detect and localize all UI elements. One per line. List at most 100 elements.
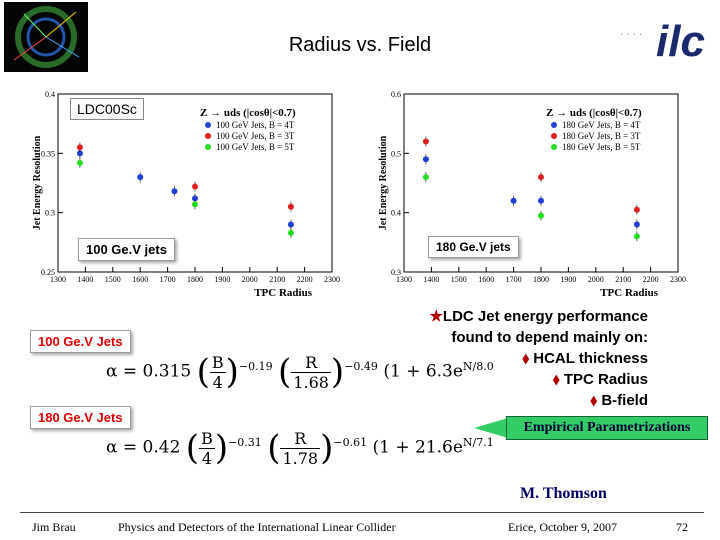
slide-title: Radius vs. Field bbox=[288, 34, 432, 56]
legend-marker bbox=[551, 122, 557, 128]
legend-marker bbox=[205, 133, 211, 139]
formula-100-r: R bbox=[291, 353, 331, 373]
formula-100-r-exp: −0.49 bbox=[344, 359, 378, 373]
data-point bbox=[633, 233, 640, 240]
jets-100-formula-label: 100 Ge.V Jets bbox=[30, 330, 131, 353]
formula-180-r-exp: −0.61 bbox=[333, 435, 368, 449]
x-tick-label: 1400 bbox=[77, 275, 93, 284]
x-tick-label: 2100 bbox=[615, 275, 631, 284]
legend-entry: 100 GeV Jets, B = 5T bbox=[216, 142, 295, 152]
bullet-item: ⬧ TPC Radius bbox=[552, 371, 648, 388]
data-point bbox=[510, 197, 517, 204]
formula-180-r-den: 1.78 bbox=[282, 448, 319, 468]
footer-date: Erice, October 9, 2007 bbox=[508, 520, 617, 534]
formula-100-b-den: 4 bbox=[212, 372, 223, 392]
formula-180gev: α = 0.42 (B 4)−0.31 (R 1.78)−0.61 (1 + 21.… bbox=[106, 428, 494, 468]
chart-180gev: 1300 1400 1500 1600 1700 1800 1900 2000 2100 2200… bbox=[378, 90, 686, 299]
x-axis-label: TPC Radius bbox=[254, 287, 312, 299]
data-point bbox=[538, 174, 544, 181]
y-tick-label: 0.4 bbox=[391, 209, 401, 218]
conclusion-bullets: ★LDC Jet energy performance found to dep… bbox=[429, 306, 648, 411]
formula-180-lhs: α = 0.42 bbox=[106, 437, 181, 458]
data-point bbox=[538, 197, 544, 204]
data-point bbox=[192, 195, 198, 202]
x-tick-label: 1900 bbox=[560, 275, 576, 284]
chart-100gev-panel: 1300 1400 1500 1600 1700 1800 1900 2000 2100 2200… bbox=[30, 88, 342, 302]
footer-left: Jim Brau bbox=[32, 520, 76, 534]
x-tick-label: 1600 bbox=[478, 275, 494, 284]
x-tick-label: 2300 bbox=[324, 275, 340, 284]
legend-entry: 180 GeV Jets, B = 5T bbox=[562, 142, 641, 152]
formula-100-tail: (1 + 6.3e bbox=[383, 361, 463, 382]
diamond-icon: ⬧ bbox=[522, 350, 534, 367]
y-tick-label: 0.35 bbox=[41, 149, 55, 158]
legend-marker bbox=[205, 144, 211, 150]
data-point bbox=[287, 229, 294, 236]
data-point bbox=[192, 183, 198, 190]
chart-title: Z → uds (|cosθ|<0.7) bbox=[200, 107, 296, 119]
page-number: 72 bbox=[676, 520, 688, 534]
legend-marker bbox=[551, 133, 557, 139]
y-tick-label: 0.3 bbox=[45, 209, 55, 218]
x-tick-label: 1300 bbox=[50, 275, 66, 284]
x-tick-label: 1500 bbox=[451, 275, 467, 284]
footer-center: Physics and Detectors of the Internation… bbox=[118, 520, 396, 534]
formula-180-tail-num: N bbox=[462, 435, 473, 449]
x-tick-label: 1300 bbox=[396, 275, 412, 284]
data-point bbox=[422, 156, 429, 163]
legend-entry: 100 GeV Jets, B = 3T bbox=[216, 131, 295, 141]
formula-100-r-den: 1.68 bbox=[293, 372, 329, 392]
x-tick-label: 1600 bbox=[132, 275, 148, 284]
diamond-icon: ⬧ bbox=[552, 371, 564, 388]
footer-divider bbox=[20, 512, 704, 513]
x-tick-label: 2200 bbox=[297, 275, 313, 284]
formula-180-r: R bbox=[280, 429, 321, 449]
chart-180gev-panel: 1300 1400 1500 1600 1700 1800 1900 2000 2100 2200… bbox=[376, 88, 688, 302]
x-tick-label: 1800 bbox=[187, 275, 203, 284]
legend-entry: 100 GeV Jets, B = 4T bbox=[216, 120, 295, 130]
data-point bbox=[422, 138, 429, 145]
formula-100-lhs: α = 0.315 bbox=[106, 361, 192, 382]
x-tick-label: 1700 bbox=[160, 275, 176, 284]
formula-180-b: B bbox=[199, 428, 215, 449]
formula-180-tail: (1 + 21.6e bbox=[372, 437, 463, 458]
data-point bbox=[137, 174, 144, 181]
data-point bbox=[76, 159, 83, 166]
bullet-item: ⬧ HCAL thickness bbox=[522, 350, 648, 367]
x-tick-label: 1500 bbox=[105, 275, 121, 284]
bullet-head: ★LDC Jet energy performance bbox=[429, 306, 648, 327]
chart-100gev: 1300 1400 1500 1600 1700 1800 1900 2000 2100 2200… bbox=[32, 90, 340, 299]
data-point bbox=[422, 174, 429, 181]
event-display-logo bbox=[4, 2, 88, 72]
x-tick-label: 1800 bbox=[533, 275, 549, 284]
x-tick-label: 1900 bbox=[214, 275, 230, 284]
data-point bbox=[538, 212, 544, 219]
x-tick-label: 2200 bbox=[643, 275, 659, 284]
formula-100-tail-num: N bbox=[462, 359, 473, 373]
y-tick-label: 0.6 bbox=[391, 90, 401, 99]
formula-180-b-exp: −0.31 bbox=[228, 435, 262, 449]
data-point bbox=[633, 206, 640, 213]
diamond-icon: ⬧ bbox=[590, 392, 602, 409]
x-tick-label: 1400 bbox=[423, 275, 439, 284]
y-tick-label: 0.4 bbox=[45, 90, 55, 99]
jets-100-label: 100 Ge.V jets bbox=[78, 238, 175, 261]
bullet-head-line1: LDC Jet energy performance bbox=[442, 308, 648, 325]
star-icon: ★ bbox=[429, 308, 443, 325]
ldc-label: LDC00Sc bbox=[70, 98, 144, 120]
jets-180-formula-label: 180 Ge.V Jets bbox=[30, 406, 131, 429]
empirical-label: Empirical Parametrizations bbox=[506, 416, 708, 440]
formula-100gev: α = 0.315 (B 4)−0.19 (R 1.68)−0.49 (1 + 6.… bbox=[106, 352, 494, 392]
ilc-logo: · · · · ilc bbox=[620, 12, 710, 66]
y-tick-label: 0.5 bbox=[391, 149, 401, 158]
x-tick-label: 2000 bbox=[588, 275, 604, 284]
data-point bbox=[633, 221, 640, 228]
legend-entry: 180 GeV Jets, B = 4T bbox=[562, 120, 641, 130]
formula-100-b-exp: −0.19 bbox=[238, 359, 273, 373]
data-point bbox=[76, 144, 83, 151]
data-point bbox=[171, 188, 178, 195]
chart-title: Z → uds (|cosθ|<0.7) bbox=[546, 107, 642, 119]
svg-text:· · · ·: · · · · bbox=[620, 30, 642, 41]
x-tick-label: 2000 bbox=[242, 275, 258, 284]
formula-180-tail-den: 7.1 bbox=[476, 435, 494, 449]
